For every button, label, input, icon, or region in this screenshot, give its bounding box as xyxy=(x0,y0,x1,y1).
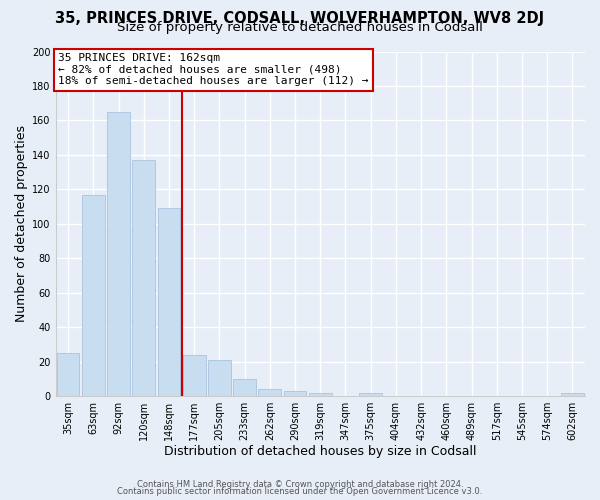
Text: Contains HM Land Registry data © Crown copyright and database right 2024.: Contains HM Land Registry data © Crown c… xyxy=(137,480,463,489)
Bar xyxy=(82,194,104,396)
Bar xyxy=(133,160,155,396)
Bar xyxy=(359,392,382,396)
Text: 35 PRINCES DRIVE: 162sqm
← 82% of detached houses are smaller (498)
18% of semi-: 35 PRINCES DRIVE: 162sqm ← 82% of detach… xyxy=(58,53,368,86)
Bar xyxy=(158,208,181,396)
Bar xyxy=(561,392,584,396)
Bar xyxy=(233,379,256,396)
Bar xyxy=(107,112,130,396)
Bar xyxy=(259,389,281,396)
Bar xyxy=(208,360,231,396)
Y-axis label: Number of detached properties: Number of detached properties xyxy=(15,126,28,322)
Text: 35, PRINCES DRIVE, CODSALL, WOLVERHAMPTON, WV8 2DJ: 35, PRINCES DRIVE, CODSALL, WOLVERHAMPTO… xyxy=(55,11,545,26)
Text: Size of property relative to detached houses in Codsall: Size of property relative to detached ho… xyxy=(117,22,483,35)
X-axis label: Distribution of detached houses by size in Codsall: Distribution of detached houses by size … xyxy=(164,444,476,458)
Bar xyxy=(183,354,206,396)
Bar xyxy=(57,353,79,396)
Bar xyxy=(284,391,307,396)
Bar xyxy=(309,392,332,396)
Text: Contains public sector information licensed under the Open Government Licence v3: Contains public sector information licen… xyxy=(118,487,482,496)
